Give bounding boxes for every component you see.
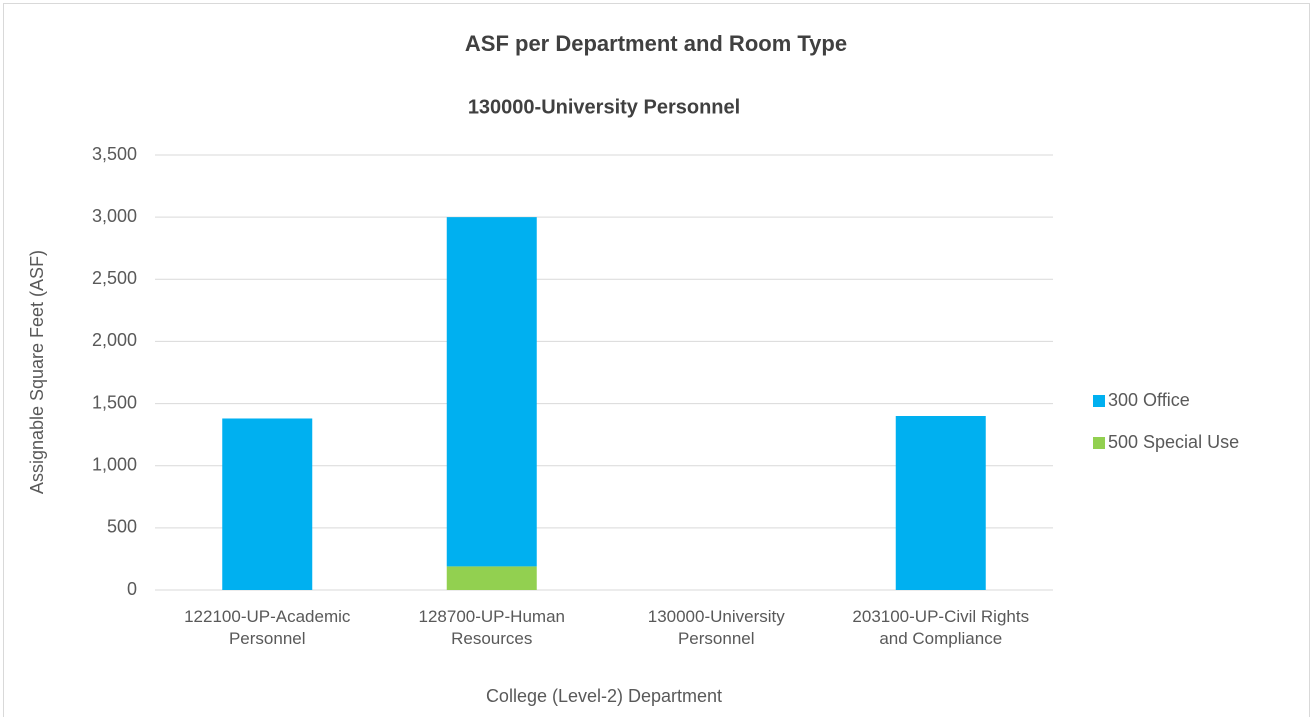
- bar: [446, 217, 537, 567]
- bar: [895, 416, 986, 590]
- bar: [446, 566, 537, 590]
- chart-title: ASF per Department and Room Type: [465, 31, 847, 56]
- legend-label: 500 Special Use: [1108, 432, 1239, 452]
- x-tick-label: 128700-UP-Human Resources: [418, 607, 565, 648]
- y-tick-label: 1,000: [92, 454, 137, 474]
- y-tick-label: 3,500: [92, 144, 137, 164]
- chart-border: [3, 3, 1310, 717]
- y-tick-label: 500: [107, 517, 137, 537]
- legend-label: 300 Office: [1108, 390, 1190, 410]
- y-tick-label: 0: [127, 579, 137, 599]
- x-tick-label: 203100-UP-Civil Rights and Compliance: [852, 607, 1030, 648]
- x-tick-label: 130000-University Personnel: [647, 607, 785, 648]
- y-tick-label: 2,500: [92, 268, 137, 288]
- chart-subtitle: 130000-University Personnel: [468, 96, 740, 118]
- y-tick-label: 3,000: [92, 206, 137, 226]
- bar: [222, 418, 313, 590]
- x-tick-label: 122100-UP-Academic Personnel: [184, 607, 351, 648]
- y-tick-label: 1,500: [92, 392, 137, 412]
- y-axis-label: Assignable Square Feet (ASF): [27, 250, 47, 494]
- x-axis-label: College (Level-2) Department: [486, 686, 722, 706]
- legend-swatch: [1093, 395, 1105, 407]
- legend-swatch: [1093, 437, 1105, 449]
- y-tick-label: 2,000: [92, 330, 137, 350]
